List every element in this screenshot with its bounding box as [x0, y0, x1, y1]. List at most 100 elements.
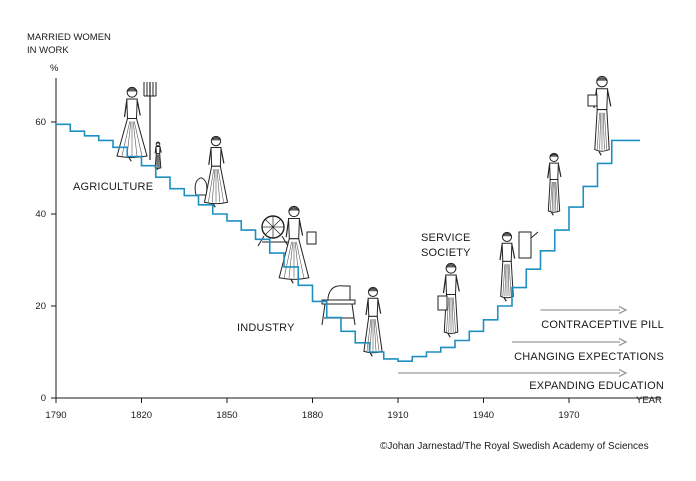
arm-left — [123, 100, 128, 118]
x-tick-label: 1820 — [131, 410, 152, 421]
arm-left — [499, 244, 503, 261]
dress-fold — [216, 169, 221, 203]
hair — [502, 233, 512, 237]
dress-fold — [296, 241, 305, 278]
hair — [289, 207, 299, 211]
feet — [447, 333, 451, 338]
dress-fold — [502, 264, 506, 297]
woman-sowing — [194, 135, 229, 208]
dress-fold — [208, 169, 215, 203]
hair — [446, 264, 456, 268]
machine-head — [327, 285, 351, 301]
dress-fold — [283, 241, 292, 278]
trend-label: CHANGING EXPECTATIONS — [514, 351, 664, 363]
yarn-bundle — [306, 231, 317, 245]
dress-fold — [452, 297, 456, 333]
dress-fold — [156, 154, 158, 168]
dress-fold — [132, 121, 138, 157]
dress-fold — [549, 181, 553, 211]
arm-left — [154, 146, 157, 154]
torso — [288, 217, 300, 240]
seed-bag — [194, 177, 208, 196]
woman-with-briefcase — [587, 75, 612, 156]
y-tick-label: 40 — [35, 209, 46, 220]
wheel-spoke — [264, 218, 274, 228]
dress-fold — [133, 121, 143, 157]
factory-worker-woman — [363, 286, 383, 357]
torso — [367, 297, 379, 317]
feet — [550, 211, 554, 216]
dress-fold — [158, 154, 161, 168]
y-axis-title-line2: IN WORK — [27, 45, 69, 56]
credit-line: ©Johan Jarnestad/The Royal Swedish Acade… — [380, 441, 649, 452]
arm-right — [607, 90, 612, 107]
wheel-spoke — [272, 218, 282, 228]
torso — [549, 162, 559, 180]
child — [154, 141, 162, 171]
dress-fold — [599, 112, 602, 150]
x-tick-label: 1940 — [473, 410, 494, 421]
dress-fold — [451, 297, 454, 333]
torso — [210, 147, 222, 167]
arm-right — [159, 146, 162, 153]
married-women-series-line — [56, 123, 640, 362]
illustrations — [116, 75, 612, 357]
y-axis-title-line1: MARRIED WOMEN — [27, 32, 111, 43]
dress-fold — [448, 297, 451, 333]
arm-right — [298, 219, 304, 236]
feet — [598, 150, 602, 156]
trend-arrows: CONTRACEPTIVE PILL CHANGING EXPECTATIONS E… — [398, 305, 664, 392]
arm-left — [442, 276, 447, 294]
arm-right — [220, 148, 225, 164]
torso — [126, 98, 138, 119]
arm-right — [511, 244, 516, 259]
wheel-spoke — [272, 226, 282, 236]
y-tick-label: 20 — [35, 301, 46, 312]
hair — [549, 153, 559, 158]
x-tick-label: 1880 — [302, 410, 323, 421]
dress-fold — [504, 264, 507, 297]
dress-fold — [121, 121, 131, 157]
hair — [596, 77, 608, 82]
x-tick-label: 1970 — [558, 410, 579, 421]
dress-fold — [373, 319, 377, 352]
wheel-spoke — [264, 226, 274, 236]
feet — [156, 168, 159, 171]
trend-label: EXPANDING EDUCATION — [529, 380, 664, 392]
tick-labels: 1790 1820 1850 1880 1910 1940 1970 0 20 40 60 — [35, 117, 579, 421]
pitchfork-tines — [143, 82, 157, 97]
arm-right — [455, 276, 460, 292]
woman-with-book — [437, 262, 460, 338]
machine-panel — [518, 231, 532, 259]
woman-at-machine — [499, 231, 539, 302]
dress-fold — [555, 181, 559, 211]
hair — [211, 137, 221, 141]
dress-fold — [217, 169, 224, 203]
label-industry: INDUSTRY — [237, 322, 295, 334]
arm-right — [557, 164, 562, 178]
axes — [51, 78, 660, 403]
briefcase — [587, 94, 598, 107]
arm-left — [547, 164, 551, 179]
dress-fold — [366, 319, 372, 352]
farm-woman-with-pitchfork — [116, 82, 157, 162]
arm-right — [136, 100, 141, 116]
y-tick-label: 0 — [41, 393, 46, 404]
y-axis-title: MARRIED WOMEN IN WORK % — [27, 32, 111, 74]
hair — [368, 288, 378, 292]
torso — [155, 145, 161, 155]
torso — [595, 88, 609, 111]
torso — [445, 274, 457, 295]
y-tick-label: 60 — [35, 117, 46, 128]
y-axis-unit: % — [50, 63, 59, 74]
dress-fold — [288, 241, 294, 278]
x-tick-label: 1850 — [216, 410, 237, 421]
label-service-line2: SOCIETY — [421, 247, 471, 259]
machine-lever — [530, 231, 539, 239]
x-tick-label: 1790 — [45, 410, 66, 421]
arm-left — [208, 148, 212, 165]
label-agriculture: AGRICULTURE — [73, 181, 153, 193]
x-tick-label: 1910 — [387, 410, 408, 421]
dress-fold — [596, 112, 600, 150]
trend-arrow-head — [618, 368, 628, 378]
